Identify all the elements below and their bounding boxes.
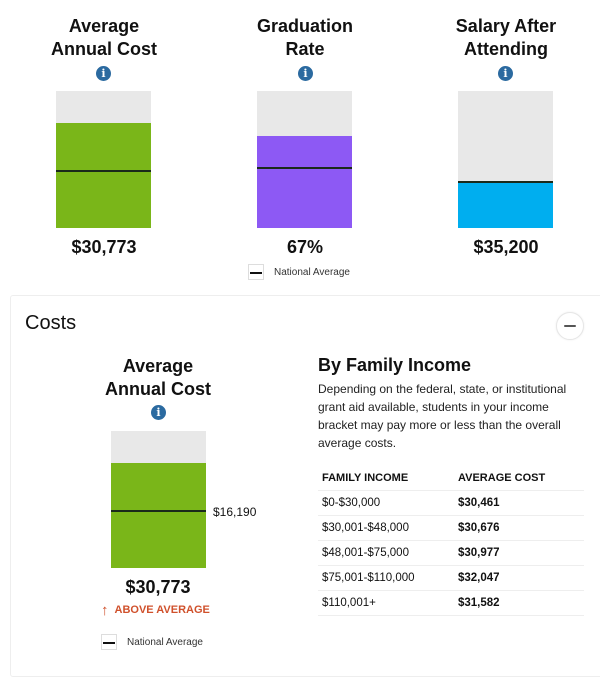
bar-track	[257, 91, 352, 228]
legend: National Average	[101, 634, 203, 650]
legend-label: National Average	[127, 636, 203, 648]
info-icon[interactable]: i	[96, 66, 111, 81]
metric-title: Average Annual Cost	[19, 15, 189, 61]
bar-fill	[56, 122, 151, 228]
metric-title-line: Average	[68, 16, 140, 36]
national-average-line	[458, 180, 553, 183]
income-table: FAMILY INCOME AVERAGE COST $0-$30,000 $3…	[318, 466, 584, 616]
national-average-swatch	[248, 264, 264, 280]
metric-title: Average Annual Cost	[73, 355, 243, 401]
income-cell: $75,001-$110,000	[318, 565, 454, 591]
income-cell: $110,001+	[318, 590, 454, 616]
national-average-line	[111, 509, 206, 512]
bar-fill	[458, 182, 553, 228]
table-row: $0-$30,000 $30,461	[318, 490, 584, 516]
section-heading: Costs	[25, 312, 77, 334]
metric-title-line: Salary After	[455, 16, 557, 36]
national-average-value: $16,190	[213, 505, 257, 519]
table-row: $48,001-$75,000 $30,977	[318, 540, 584, 566]
income-cell: $0-$30,000	[318, 490, 454, 516]
income-cell: $48,001-$75,000	[318, 540, 454, 566]
table-header-row: FAMILY INCOME AVERAGE COST	[318, 466, 584, 491]
bar-fill	[111, 462, 206, 568]
metric-title: Salary After Attending	[421, 15, 591, 61]
cost-cell: $32,047	[454, 565, 584, 591]
by-income-title: By Family Income	[318, 355, 472, 375]
metric-value: $30,773	[125, 577, 191, 597]
table-row: $30,001-$48,000 $30,676	[318, 515, 584, 541]
cost-cell: $31,582	[454, 590, 584, 616]
metric-title-line: Rate	[285, 39, 325, 59]
bar-track	[111, 431, 206, 568]
bar-fill	[257, 136, 352, 228]
legend: National Average	[248, 264, 350, 280]
column-header: FAMILY INCOME	[318, 466, 454, 491]
arrow-up-icon: ↑	[101, 601, 109, 619]
metric-title: Graduation Rate	[220, 15, 390, 61]
bar-track	[56, 91, 151, 228]
metric-title-line: Annual Cost	[51, 39, 157, 59]
metric-title-line: Average	[122, 356, 194, 376]
cost-cell: $30,676	[454, 515, 584, 541]
national-average-swatch	[101, 634, 117, 650]
metric-title-line: Attending	[464, 39, 548, 59]
bar-track	[458, 91, 553, 228]
metric-title-line: Annual Cost	[105, 379, 211, 399]
column-header: AVERAGE COST	[454, 466, 584, 491]
table-row: $75,001-$110,000 $32,047	[318, 565, 584, 591]
metric-value: $35,200	[473, 237, 539, 257]
comparison-label: ABOVE AVERAGE	[114, 604, 210, 616]
cost-cell: $30,461	[454, 490, 584, 516]
metric-value: $30,773	[71, 237, 137, 257]
info-icon[interactable]: i	[151, 405, 166, 420]
comparison-badge: ↑ ABOVE AVERAGE	[101, 601, 210, 619]
national-average-line	[257, 167, 352, 170]
metric-value: 67%	[286, 237, 324, 257]
info-icon[interactable]: i	[298, 66, 313, 81]
metric-title-line: Graduation	[256, 16, 353, 36]
info-icon[interactable]: i	[498, 66, 513, 81]
table-row: $110,001+ $31,582	[318, 590, 584, 616]
cost-cell: $30,977	[454, 540, 584, 566]
income-cell: $30,001-$48,000	[318, 515, 454, 541]
national-average-line	[56, 169, 151, 172]
collapse-button[interactable]	[556, 312, 584, 340]
legend-label: National Average	[274, 266, 350, 278]
by-income-description: Depending on the federal, state, or inst…	[318, 382, 567, 450]
